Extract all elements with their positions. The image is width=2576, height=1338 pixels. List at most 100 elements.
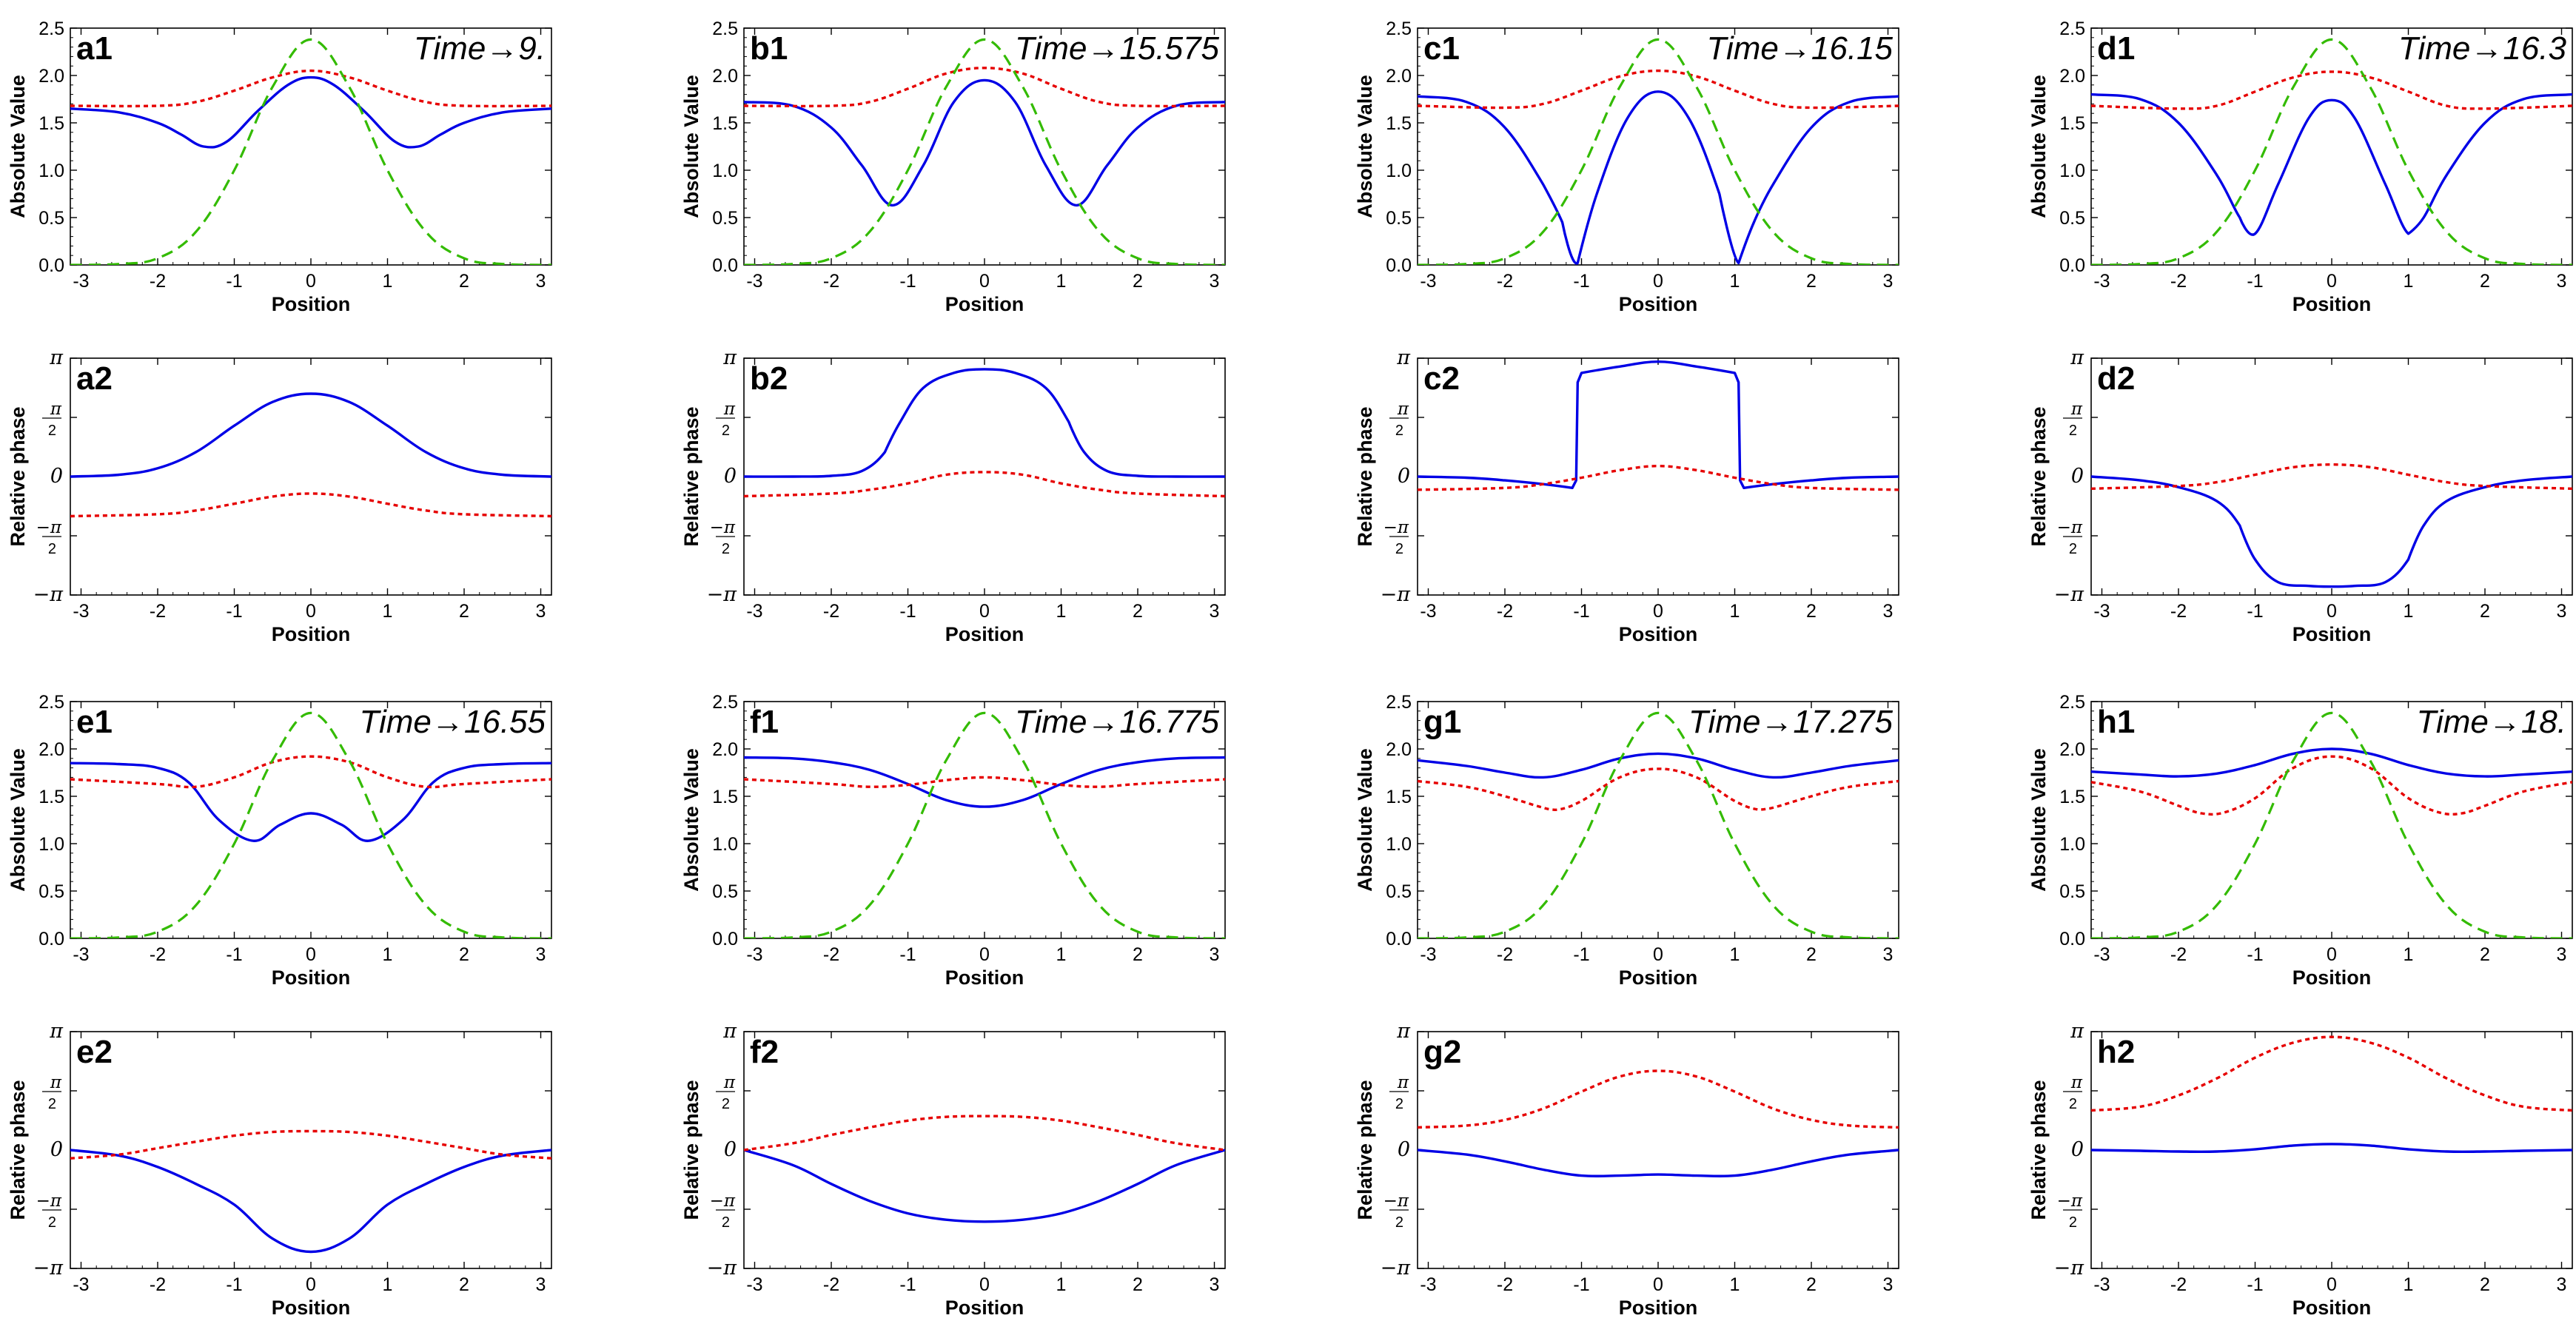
series-dashed-line <box>744 38 1225 265</box>
y-axis-label: Relative phase <box>7 406 29 546</box>
y-tick-label: 1.5 <box>38 787 64 807</box>
y-tick-label-fraction: −π 2 <box>36 518 62 557</box>
series-dashed-line <box>1418 38 1899 265</box>
x-tick-label: 2 <box>2480 944 2490 965</box>
y-tick-label: 0 <box>724 465 737 488</box>
y-tick-label: 1.0 <box>1386 834 1412 855</box>
x-tick-label: 1 <box>2404 1274 2414 1295</box>
x-tick-label: 3 <box>2557 271 2567 292</box>
panel-d1: -3 -2 -1 0 1 2 3 Position 0.0 0.5 1.0 1.5 2.0 2.5 Abso… <box>2027 19 2573 315</box>
x-tick-label: -2 <box>1497 1274 1513 1295</box>
y-tick-label: −π <box>33 583 64 606</box>
x-tick-label: -1 <box>226 271 242 292</box>
panel-label: e2 <box>76 1034 113 1070</box>
x-tick-label: 0 <box>306 944 316 965</box>
series-solid-line <box>744 1149 1225 1223</box>
x-tick-label: 0 <box>306 271 316 292</box>
time-label: Time→16.3 <box>2398 30 2567 67</box>
x-tick-label: 2 <box>2480 271 2490 292</box>
y-tick-label-fraction: π2 <box>42 1073 62 1112</box>
x-tick-label: 3 <box>2557 944 2567 965</box>
x-tick-label: -2 <box>2170 944 2187 965</box>
y-tick-label: −π <box>33 1257 64 1280</box>
x-tick-label: 3 <box>1210 1274 1220 1295</box>
y-tick-label: π <box>722 1020 737 1043</box>
y-tick-label-fraction: π2 <box>716 400 736 439</box>
time-label: Time→18. <box>2416 704 2566 740</box>
series-solid-line <box>1418 360 1899 489</box>
y-tick-label-den: 2 <box>48 1096 56 1112</box>
y-tick-label: 2.5 <box>38 692 64 713</box>
plot-frame <box>2090 357 2573 596</box>
y-tick-label-den: 2 <box>722 1214 730 1231</box>
y-tick-label: 0.0 <box>2059 929 2085 949</box>
y-tick-label: 2.5 <box>38 19 64 39</box>
series-dotted-line <box>744 1115 1225 1152</box>
x-tick-label: 0 <box>2327 944 2337 965</box>
x-tick-label: -1 <box>226 944 242 965</box>
x-tick-label: 1 <box>383 944 393 965</box>
series-dashed-line <box>1418 711 1899 938</box>
y-tick-label-den: 2 <box>722 423 730 439</box>
x-axis-label: Position <box>1619 293 1698 315</box>
x-tick-label: -1 <box>226 601 242 622</box>
x-tick-label: 0 <box>306 601 316 622</box>
series-solid-line <box>744 756 1225 808</box>
y-tick-label-fraction: π2 <box>1389 1073 1409 1112</box>
y-tick-label: π <box>1396 346 1411 369</box>
x-tick-label: 0 <box>979 601 990 622</box>
y-tick-label: 2.5 <box>2059 692 2085 713</box>
y-tick-label-fraction: −π 2 <box>36 1191 62 1231</box>
y-axis-label: Relative phase <box>2027 1080 2050 1220</box>
x-tick-label: -1 <box>226 1274 242 1295</box>
y-tick-label: 2.0 <box>1386 739 1412 760</box>
x-tick-label: 2 <box>1806 944 1817 965</box>
x-tick-label: -2 <box>2170 271 2187 292</box>
y-tick-label: 0.5 <box>1386 881 1412 902</box>
series-dotted-line <box>2091 70 2572 110</box>
x-tick-label: 2 <box>459 271 469 292</box>
x-tick-label: 1 <box>1730 1274 1740 1295</box>
y-tick-label: 1.5 <box>712 787 738 807</box>
x-tick-label: -2 <box>1497 944 1513 965</box>
y-tick-label-den: 2 <box>1395 1214 1403 1231</box>
time-label: Time→17.275 <box>1688 704 1893 740</box>
x-tick-label: -1 <box>2247 1274 2263 1295</box>
panel-label: f1 <box>750 704 779 740</box>
x-tick-label: 1 <box>2404 271 2414 292</box>
y-tick-label-den: 2 <box>48 1214 56 1231</box>
y-tick-label: 2.0 <box>38 739 64 760</box>
plot-frame <box>2090 1031 2573 1269</box>
x-axis-label: Position <box>272 966 351 989</box>
series-dashed-line <box>70 38 551 265</box>
y-tick-label: 0.0 <box>38 929 64 949</box>
x-tick-label: 2 <box>459 601 469 622</box>
x-tick-label: 3 <box>536 601 546 622</box>
series-solid-line <box>1418 752 1899 779</box>
y-tick-label-num: π <box>723 1073 736 1092</box>
y-axis-label: Absolute Value <box>680 748 702 892</box>
x-tick-label: -1 <box>899 944 916 965</box>
panel-label: a2 <box>76 360 113 397</box>
series-dotted-line <box>1418 69 1899 110</box>
y-tick-label-fraction: −π 2 <box>2057 1191 2083 1231</box>
y-tick-label: 0 <box>50 1138 63 1161</box>
y-tick-label-den: 2 <box>2069 1096 2077 1112</box>
x-tick-label: 1 <box>383 271 393 292</box>
y-tick-label-fraction: π2 <box>2063 400 2083 439</box>
y-tick-label: 0.5 <box>2059 881 2085 902</box>
y-tick-label: 2.0 <box>712 739 738 760</box>
panel-c1: -3 -2 -1 0 1 2 3 Position 0.0 0.5 1.0 1.5 2.0 2.5 Abso… <box>1354 19 1899 315</box>
y-axis-label: Absolute Value <box>2027 75 2050 218</box>
time-label: Time→9. <box>414 30 546 67</box>
y-tick-label-fraction: −π 2 <box>1383 1191 1409 1231</box>
x-axis-label: Position <box>945 1297 1024 1319</box>
y-tick-label-num: −π <box>2057 1191 2083 1211</box>
panel-label: e1 <box>76 704 113 740</box>
series-dotted-line <box>1418 767 1899 811</box>
y-tick-label: −π <box>2054 583 2085 606</box>
y-tick-label: 0.5 <box>712 881 738 902</box>
